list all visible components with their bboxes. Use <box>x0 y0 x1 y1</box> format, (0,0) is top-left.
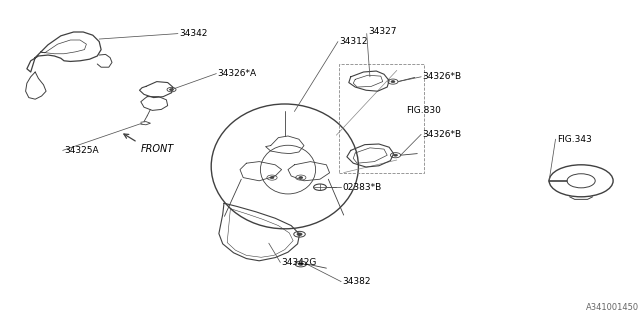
Text: FRONT: FRONT <box>141 144 174 154</box>
Text: 34327: 34327 <box>368 28 397 36</box>
Circle shape <box>298 263 303 265</box>
Circle shape <box>297 233 302 236</box>
Text: A341001450: A341001450 <box>586 303 639 312</box>
Circle shape <box>391 81 395 83</box>
Text: 34312: 34312 <box>339 37 368 46</box>
Bar <box>339 64 424 173</box>
Text: 34326*A: 34326*A <box>218 69 257 78</box>
Circle shape <box>270 177 274 179</box>
Text: FIG.343: FIG.343 <box>557 135 591 144</box>
Circle shape <box>394 154 397 156</box>
Text: 34326*B: 34326*B <box>422 130 461 139</box>
Circle shape <box>170 89 173 91</box>
Text: 34342: 34342 <box>179 29 207 38</box>
Text: 34326*B: 34326*B <box>422 72 461 81</box>
Text: 02383*B: 02383*B <box>342 183 381 192</box>
Circle shape <box>299 177 303 179</box>
Text: 34342G: 34342G <box>282 258 317 267</box>
Text: FIG.830: FIG.830 <box>406 106 441 115</box>
Text: 34382: 34382 <box>342 277 371 286</box>
Text: 34325A: 34325A <box>64 146 99 155</box>
